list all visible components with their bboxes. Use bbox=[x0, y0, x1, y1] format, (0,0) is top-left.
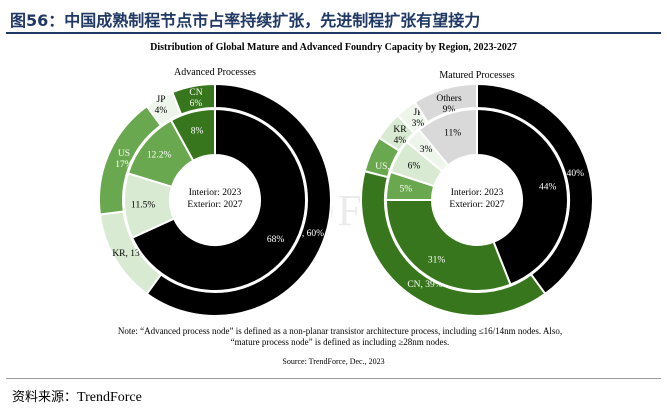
exterior-2027-label-jp: JP 3% bbox=[412, 108, 425, 129]
exterior-2027-label-cn: CN, 39% bbox=[407, 280, 442, 290]
figure-header: 图56：中国成熟制程节点市占率持续扩张，先进制程扩张有望接力 bbox=[0, 0, 667, 34]
chart-source: Source: TrendForce, Dec., 2023 bbox=[282, 357, 385, 366]
chart-subtitle: Matured Processes bbox=[439, 70, 514, 81]
exterior-2027-label-tw: TW, 40% bbox=[548, 169, 584, 179]
matured-processes-chart: Matured Processes TW, 40% CN, 39% US, 5% KR 4… bbox=[360, 70, 594, 317]
exterior-2027-label-us: US, 5% bbox=[375, 162, 405, 172]
interior-2023-label-jp: 3% bbox=[420, 145, 433, 155]
footer-label: 资料来源： bbox=[12, 390, 78, 405]
footer-source: 资料来源：TrendForce bbox=[12, 386, 142, 406]
center-label-exterior: Exterior: 2027 bbox=[449, 200, 504, 210]
interior-2023-label-cn: 31% bbox=[428, 256, 446, 266]
advanced-processes-chart: Advanced Processes TW, 60% KR, 13% US 17% JP 4… bbox=[98, 67, 332, 317]
figure-title: 图56：中国成熟制程节点市占率持续扩张，先进制程扩张有望接力 bbox=[10, 11, 481, 30]
center-label-exterior: Exterior: 2027 bbox=[187, 200, 242, 210]
interior-2023-label-us: 12.2% bbox=[147, 151, 172, 161]
center-label-interior: Interior: 2023 bbox=[451, 188, 504, 198]
exterior-2027-label-tw: TW, 60% bbox=[288, 229, 324, 239]
exterior-2027-label-kr: KR 4% bbox=[393, 125, 407, 146]
interior-2023-label-cn: 8% bbox=[191, 126, 204, 136]
interior-2023-label-kr: 11.5% bbox=[131, 201, 155, 211]
exterior-2027-label-kr: KR, 13% bbox=[112, 249, 147, 259]
footer-divider bbox=[6, 378, 661, 379]
exterior-2027-label-cn: CN 6% bbox=[189, 88, 202, 109]
exterior-2027-label-us: US 17% bbox=[115, 149, 133, 170]
interior-2023-label-kr: 6% bbox=[408, 161, 421, 171]
footer-source-name: TrendForce bbox=[77, 390, 142, 405]
header-divider bbox=[6, 32, 661, 34]
interior-2023-label-others: 11% bbox=[444, 128, 461, 138]
interior-2023-label-tw: 44% bbox=[539, 183, 557, 193]
chart-note: Note: “Advanced process node” is defined… bbox=[117, 326, 563, 347]
center-label-interior: Interior: 2023 bbox=[189, 188, 242, 198]
chart-subtitle: Advanced Processes bbox=[174, 67, 256, 78]
exterior-2027-label-others: Others 9% bbox=[436, 94, 462, 115]
interior-2023-label-us: 5% bbox=[400, 185, 413, 195]
exterior-2027-label-jp: JP 4% bbox=[155, 95, 168, 116]
chart-title: Distribution of Global Mature and Advanc… bbox=[150, 42, 517, 53]
interior-2023-label-tw: 68% bbox=[267, 235, 285, 245]
